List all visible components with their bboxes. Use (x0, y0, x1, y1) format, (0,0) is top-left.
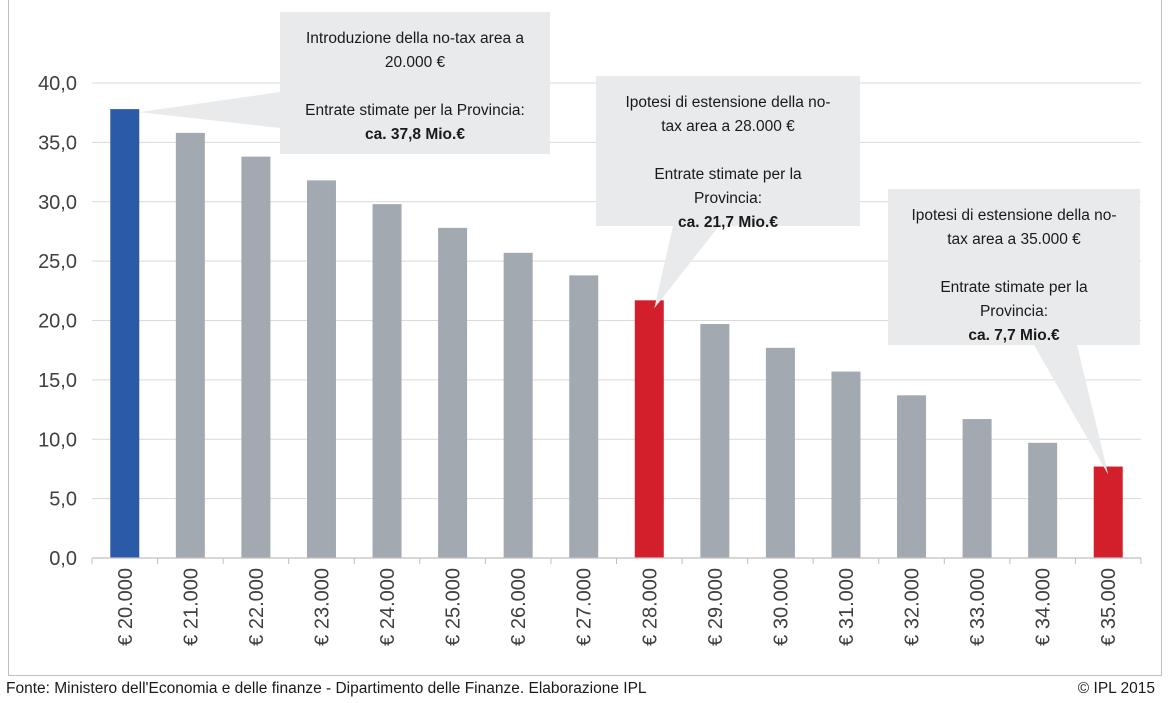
x-tick-label: € 29.000 (705, 568, 727, 646)
bar (897, 395, 927, 558)
x-tick-label: € 22.000 (246, 568, 268, 646)
y-tick-label: 5,0 (49, 489, 77, 511)
callout-text-line: Entrate stimate per la Provincia: (305, 102, 525, 119)
callout-text-line: ca. 37,8 Mio.€ (365, 126, 465, 143)
callouts: Introduzione della no-tax area a 20.000 €… (139, 12, 1140, 475)
y-tick-label: 40,0 (38, 73, 77, 95)
y-tick-label: 0,0 (49, 548, 77, 570)
callout-text-line: ca. 21,7 Mio.€ (678, 214, 778, 231)
bar (372, 204, 402, 558)
x-tick-label: € 31.000 (836, 568, 858, 646)
bar (306, 180, 336, 558)
callout-box (888, 189, 1140, 345)
bar (175, 132, 205, 558)
callout-text-line: Ipotesi di estensione della no- (911, 207, 1116, 224)
bar (569, 275, 599, 558)
callout: Ipotesi di estensione della no-tax area … (888, 189, 1140, 475)
callout-text-line: 20.000 € (385, 54, 446, 71)
bar (110, 109, 140, 558)
callout-text-line: ca. 7,7 Mio.€ (968, 327, 1060, 344)
x-axis-labels: € 20.000 € 21.000 € 22.000 € 23.000 € 24.000… (115, 568, 1120, 646)
bar (241, 156, 271, 558)
x-tick-label: € 28.000 (639, 568, 661, 646)
y-tick-label: 25,0 (38, 251, 77, 273)
source-note: Fonte: Ministero dell'Economia e delle f… (6, 680, 647, 697)
callout-text-line: Provincia: (980, 303, 1048, 320)
x-axis (91, 557, 1142, 564)
bar (438, 227, 468, 558)
x-tick-label: € 34.000 (1033, 568, 1055, 646)
copyright-note: © IPL 2015 (1077, 680, 1155, 697)
y-tick-label: 20,0 (38, 311, 77, 333)
bar (503, 252, 533, 558)
x-tick-label: € 32.000 (902, 568, 924, 646)
y-tick-label: 15,0 (38, 370, 77, 392)
x-tick-label: € 24.000 (377, 568, 399, 646)
x-tick-label: € 25.000 (443, 568, 465, 646)
bar (1093, 466, 1123, 558)
x-tick-label: € 21.000 (180, 568, 202, 646)
callout-pointer (654, 226, 719, 309)
y-tick-label: 30,0 (38, 192, 77, 214)
bar (765, 347, 795, 558)
y-tick-label: 10,0 (38, 429, 77, 451)
callout-text-line: tax area a 35.000 € (947, 231, 1081, 248)
x-tick-label: € 30.000 (770, 568, 792, 646)
callout-text-line: Introduzione della no-tax area a (306, 30, 524, 47)
y-tick-label: 35,0 (38, 132, 77, 154)
x-tick-label: € 27.000 (574, 568, 596, 646)
x-tick-label: € 35.000 (1098, 568, 1120, 646)
callout-text-line: tax area a 28.000 € (661, 118, 795, 135)
callout-pointer (139, 92, 280, 128)
callout-box (280, 12, 550, 154)
x-tick-label: € 23.000 (311, 568, 333, 646)
x-tick-label: € 20.000 (115, 568, 137, 646)
bar (634, 300, 664, 558)
x-tick-label: € 26.000 (508, 568, 530, 646)
bar (1028, 442, 1058, 558)
bar-chart: 0,0 5,0 10,0 15,0 20,0 25,0 30,0 35,0 40,0 € 20.… (38, 12, 1142, 646)
y-axis-ticks: 0,0 5,0 10,0 15,0 20,0 25,0 30,0 35,0 40,0 (38, 73, 77, 570)
callout: Ipotesi di estensione della no-tax area … (596, 76, 860, 309)
bar (831, 371, 861, 558)
callout-box (596, 76, 860, 226)
callout-pointer (1034, 345, 1109, 475)
callout-text-line: Provincia: (694, 190, 762, 207)
callout-text-line: Ipotesi di estensione della no- (625, 94, 830, 111)
bar (700, 324, 730, 558)
callout-text-line: Entrate stimate per la (654, 166, 802, 183)
callout-text-line: Entrate stimate per la (940, 279, 1088, 296)
callout: Introduzione della no-tax area a 20.000 €… (139, 12, 550, 154)
x-tick-label: € 33.000 (967, 568, 989, 646)
bar (962, 419, 992, 558)
bars (110, 109, 1123, 558)
chart-frame: 0,0 5,0 10,0 15,0 20,0 25,0 30,0 35,0 40,0 € 20.… (8, 0, 1162, 676)
